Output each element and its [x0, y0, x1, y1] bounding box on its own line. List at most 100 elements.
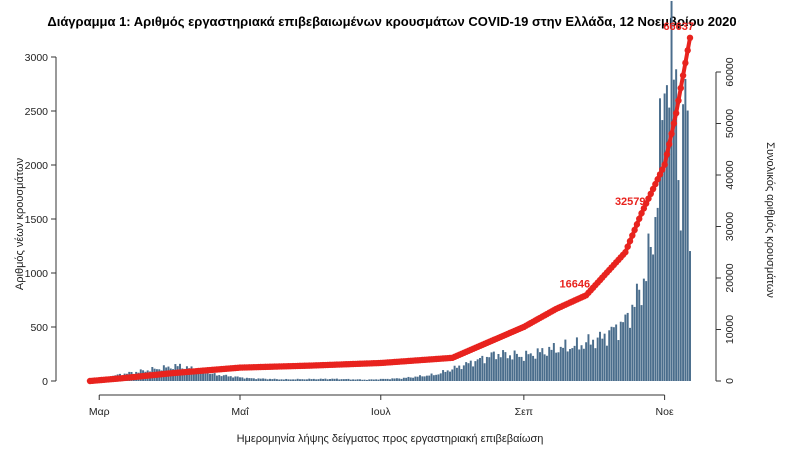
- bar: [393, 378, 396, 381]
- bar: [580, 345, 583, 381]
- bar: [257, 378, 260, 381]
- bar: [617, 340, 620, 381]
- bar: [689, 251, 691, 381]
- bar: [539, 352, 541, 381]
- bar: [412, 377, 415, 381]
- annotations: 16646 32579 66637: [560, 21, 694, 290]
- bar: [442, 370, 445, 381]
- cumulative-point: [624, 243, 631, 250]
- bar: [338, 379, 341, 381]
- bar: [331, 378, 334, 381]
- bar: [594, 348, 597, 381]
- bar: [677, 180, 680, 381]
- bar: [635, 283, 638, 381]
- bar: [608, 330, 611, 381]
- bar: [555, 352, 558, 381]
- bar: [423, 376, 426, 381]
- y-left-tick-label: 1000: [25, 268, 49, 280]
- bar: [451, 369, 454, 381]
- bar: [647, 233, 650, 381]
- bar: [633, 306, 636, 381]
- bar: [301, 379, 304, 381]
- bar: [368, 379, 371, 381]
- bar: [305, 379, 308, 381]
- bar: [686, 110, 689, 381]
- bar: [215, 375, 218, 381]
- bar: [419, 375, 421, 381]
- bar: [192, 371, 195, 381]
- bar: [642, 278, 645, 381]
- cumulative-point: [638, 210, 645, 217]
- y-right-tick-label: 40000: [724, 160, 736, 189]
- bar: [449, 371, 451, 381]
- bar: [455, 367, 458, 381]
- cumulative-point: [682, 59, 689, 67]
- bar: [352, 379, 355, 381]
- bar: [522, 360, 525, 381]
- bar: [672, 79, 675, 382]
- bar: [469, 360, 472, 381]
- bar: [280, 379, 283, 381]
- bar: [234, 376, 237, 381]
- bar: [557, 352, 560, 381]
- bar: [202, 369, 205, 381]
- x-tick-label: Μαρ: [89, 406, 110, 418]
- bar: [421, 376, 424, 381]
- x-tick-label: Νοε: [656, 406, 674, 418]
- bar: [310, 379, 313, 381]
- bar: [197, 370, 200, 381]
- bar: [432, 375, 435, 381]
- x-tick-label: Μαΐ: [231, 406, 249, 418]
- bar: [439, 373, 442, 381]
- bar: [264, 378, 267, 381]
- bar: [299, 379, 301, 381]
- bar: [342, 379, 345, 381]
- cumulative-point: [622, 249, 629, 256]
- bar: [654, 217, 657, 381]
- bar: [359, 379, 361, 381]
- bar: [199, 370, 202, 381]
- bar: [269, 378, 271, 381]
- bar: [453, 365, 456, 381]
- bar: [536, 348, 539, 381]
- bar: [294, 379, 297, 381]
- bar: [407, 376, 410, 381]
- cumulative-point: [659, 166, 666, 173]
- cumulative-point: [654, 176, 661, 183]
- bar: [458, 365, 461, 381]
- bar: [239, 377, 241, 381]
- bar: [416, 376, 419, 381]
- bar: [349, 379, 352, 381]
- bar: [266, 379, 269, 381]
- bar: [446, 370, 449, 381]
- bar: [428, 375, 431, 381]
- bar: [513, 350, 516, 381]
- bar: [640, 305, 643, 381]
- bar: [562, 347, 565, 381]
- bar: [218, 375, 221, 381]
- bar: [652, 254, 655, 381]
- bar: [400, 378, 403, 381]
- bar: [587, 334, 590, 381]
- cumulative-point: [636, 215, 643, 222]
- bar: [559, 346, 562, 381]
- x-axis-label: Ημερομηνία λήψης δείγματος προς εργαστηρ…: [237, 433, 544, 445]
- y-axis-right-label: Συνολικός αριθμός κρουσμάτων: [764, 142, 776, 298]
- bar: [564, 339, 567, 381]
- cumulative-point: [642, 200, 650, 207]
- bar: [488, 357, 491, 381]
- bar: [225, 374, 228, 381]
- bar: [670, 0, 673, 382]
- bar: [661, 120, 664, 381]
- bar: [518, 356, 521, 381]
- cumulative-point: [675, 97, 682, 104]
- bar: [278, 379, 281, 381]
- y-left-tick-label: 500: [30, 322, 48, 334]
- cumulative-point: [672, 110, 680, 117]
- bar: [236, 376, 239, 381]
- bar: [206, 373, 209, 381]
- cumulative-point: [670, 120, 678, 127]
- bar: [545, 355, 548, 381]
- y-left-tick-label: 2500: [25, 106, 49, 118]
- bar: [485, 356, 488, 381]
